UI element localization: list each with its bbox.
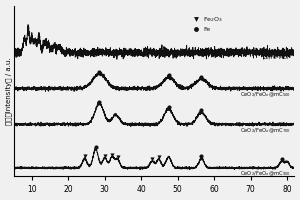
Y-axis label: 強度（Intensity） / a.u.: 強度（Intensity） / a.u. (6, 57, 12, 125)
Text: CeO$_2$/FeO$_x$@mC$_{900}$: CeO$_2$/FeO$_x$@mC$_{900}$ (240, 170, 291, 178)
Text: CeO$_2$/FeO$_x$@mC$_{500}$: CeO$_2$/FeO$_x$@mC$_{500}$ (240, 90, 291, 99)
Text: CeO$_2$/FeO$_x$@mC$_{700}$: CeO$_2$/FeO$_x$@mC$_{700}$ (240, 126, 291, 135)
Text: Fe: Fe (203, 27, 210, 32)
Text: Ce/Fe-MOF: Ce/Fe-MOF (263, 54, 291, 59)
Text: Fe$_2$O$_3$: Fe$_2$O$_3$ (203, 15, 223, 24)
